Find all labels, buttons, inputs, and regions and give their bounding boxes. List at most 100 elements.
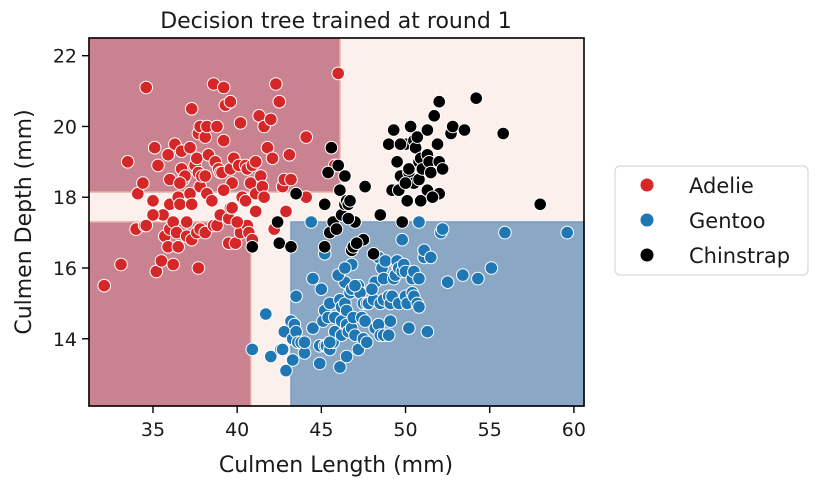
point-adelie bbox=[183, 140, 197, 155]
point-chinstrap bbox=[321, 165, 335, 180]
point-gentoo bbox=[395, 232, 410, 247]
point-chinstrap bbox=[289, 186, 303, 201]
point-chinstrap bbox=[496, 126, 511, 141]
point-adelie bbox=[282, 148, 297, 162]
point-adelie bbox=[146, 194, 160, 208]
point-gentoo bbox=[424, 250, 438, 265]
x-tick-label: 55 bbox=[478, 419, 502, 441]
point-chinstrap bbox=[341, 211, 356, 226]
point-adelie bbox=[225, 201, 239, 215]
point-chinstrap bbox=[435, 162, 450, 176]
point-gentoo bbox=[314, 282, 329, 297]
point-adelie bbox=[191, 261, 206, 275]
plot-frame bbox=[88, 37, 585, 407]
point-gentoo bbox=[402, 321, 416, 336]
point-gentoo bbox=[420, 324, 435, 339]
point-adelie bbox=[248, 204, 263, 219]
point-gentoo bbox=[360, 335, 374, 350]
point-gentoo bbox=[259, 307, 273, 321]
point-chinstrap bbox=[402, 162, 416, 176]
point-gentoo bbox=[560, 225, 575, 240]
point-chinstrap bbox=[358, 179, 372, 194]
y-tick-label: 14 bbox=[53, 329, 77, 351]
x-tick-label: 50 bbox=[393, 419, 417, 441]
point-adelie bbox=[272, 94, 287, 109]
point-chinstrap bbox=[317, 197, 332, 212]
point-chinstrap bbox=[432, 94, 447, 109]
x-tick-label: 45 bbox=[309, 419, 333, 441]
point-adelie bbox=[171, 240, 185, 254]
point-gentoo bbox=[381, 328, 396, 343]
point-chinstrap bbox=[343, 194, 357, 208]
point-adelie bbox=[114, 257, 128, 272]
point-gentoo bbox=[378, 254, 393, 268]
legend-marker-chinstrap bbox=[639, 247, 655, 263]
point-adelie bbox=[97, 278, 111, 293]
y-tick-label: 16 bbox=[53, 258, 77, 280]
legend-label-chinstrap: Chinstrap bbox=[689, 244, 790, 268]
point-adelie bbox=[248, 155, 263, 169]
point-adelie bbox=[233, 116, 248, 130]
point-chinstrap bbox=[333, 183, 347, 197]
point-adelie bbox=[223, 94, 238, 109]
point-adelie bbox=[179, 215, 194, 229]
point-chinstrap bbox=[390, 155, 404, 169]
legend-label-adelie: Adelie bbox=[689, 174, 754, 198]
point-adelie bbox=[139, 80, 153, 95]
point-adelie bbox=[120, 155, 135, 169]
point-chinstrap bbox=[272, 236, 287, 250]
point-gentoo bbox=[365, 282, 379, 297]
point-chinstrap bbox=[398, 176, 413, 190]
point-adelie bbox=[279, 204, 293, 219]
point-gentoo bbox=[498, 225, 512, 240]
point-gentoo bbox=[333, 360, 347, 374]
point-gentoo bbox=[264, 349, 278, 364]
point-chinstrap bbox=[424, 165, 438, 180]
y-tick-label: 18 bbox=[53, 187, 77, 209]
point-chinstrap bbox=[420, 123, 435, 137]
point-adelie bbox=[173, 176, 187, 190]
x-axis-ticks: 35 40 45 50 55 60 bbox=[141, 406, 586, 441]
point-gentoo bbox=[484, 261, 499, 275]
point-adelie bbox=[151, 158, 165, 173]
point-adelie bbox=[173, 197, 187, 212]
point-chinstrap bbox=[284, 240, 298, 254]
point-adelie bbox=[184, 102, 199, 116]
point-chinstrap bbox=[400, 194, 415, 208]
point-gentoo bbox=[440, 275, 455, 290]
point-gentoo bbox=[289, 289, 303, 304]
y-axis-ticks: 14 16 18 20 22 bbox=[53, 46, 89, 351]
legend: Adelie Gentoo Chinstrap bbox=[614, 165, 809, 276]
point-gentoo bbox=[383, 314, 398, 328]
point-chinstrap bbox=[329, 222, 344, 236]
point-adelie bbox=[238, 194, 253, 208]
point-gentoo bbox=[435, 222, 450, 236]
point-chinstrap bbox=[245, 240, 260, 254]
point-adelie bbox=[331, 66, 346, 81]
point-chinstrap bbox=[533, 197, 548, 212]
point-adelie bbox=[216, 133, 231, 148]
point-adelie bbox=[299, 130, 314, 144]
point-adelie bbox=[210, 119, 224, 134]
point-gentoo bbox=[456, 268, 470, 282]
point-chinstrap bbox=[430, 137, 445, 151]
decision-regions bbox=[88, 37, 585, 407]
legend-label-gentoo: Gentoo bbox=[689, 209, 765, 233]
point-adelie bbox=[264, 112, 278, 127]
point-adelie bbox=[154, 254, 169, 268]
point-chinstrap bbox=[270, 215, 285, 229]
point-chinstrap bbox=[381, 137, 396, 151]
point-gentoo bbox=[285, 353, 300, 367]
point-gentoo bbox=[348, 278, 362, 293]
point-chinstrap bbox=[469, 91, 484, 105]
scatter-points bbox=[97, 66, 575, 378]
y-axis-label: Culmen Depth (mm) bbox=[12, 109, 37, 334]
point-adelie bbox=[265, 151, 280, 166]
point-adelie bbox=[184, 197, 199, 212]
point-adelie bbox=[216, 80, 231, 95]
x-axis-label: Culmen Length (mm) bbox=[219, 453, 453, 478]
point-chinstrap bbox=[331, 158, 346, 173]
point-adelie bbox=[230, 215, 244, 229]
point-adelie bbox=[136, 176, 150, 190]
